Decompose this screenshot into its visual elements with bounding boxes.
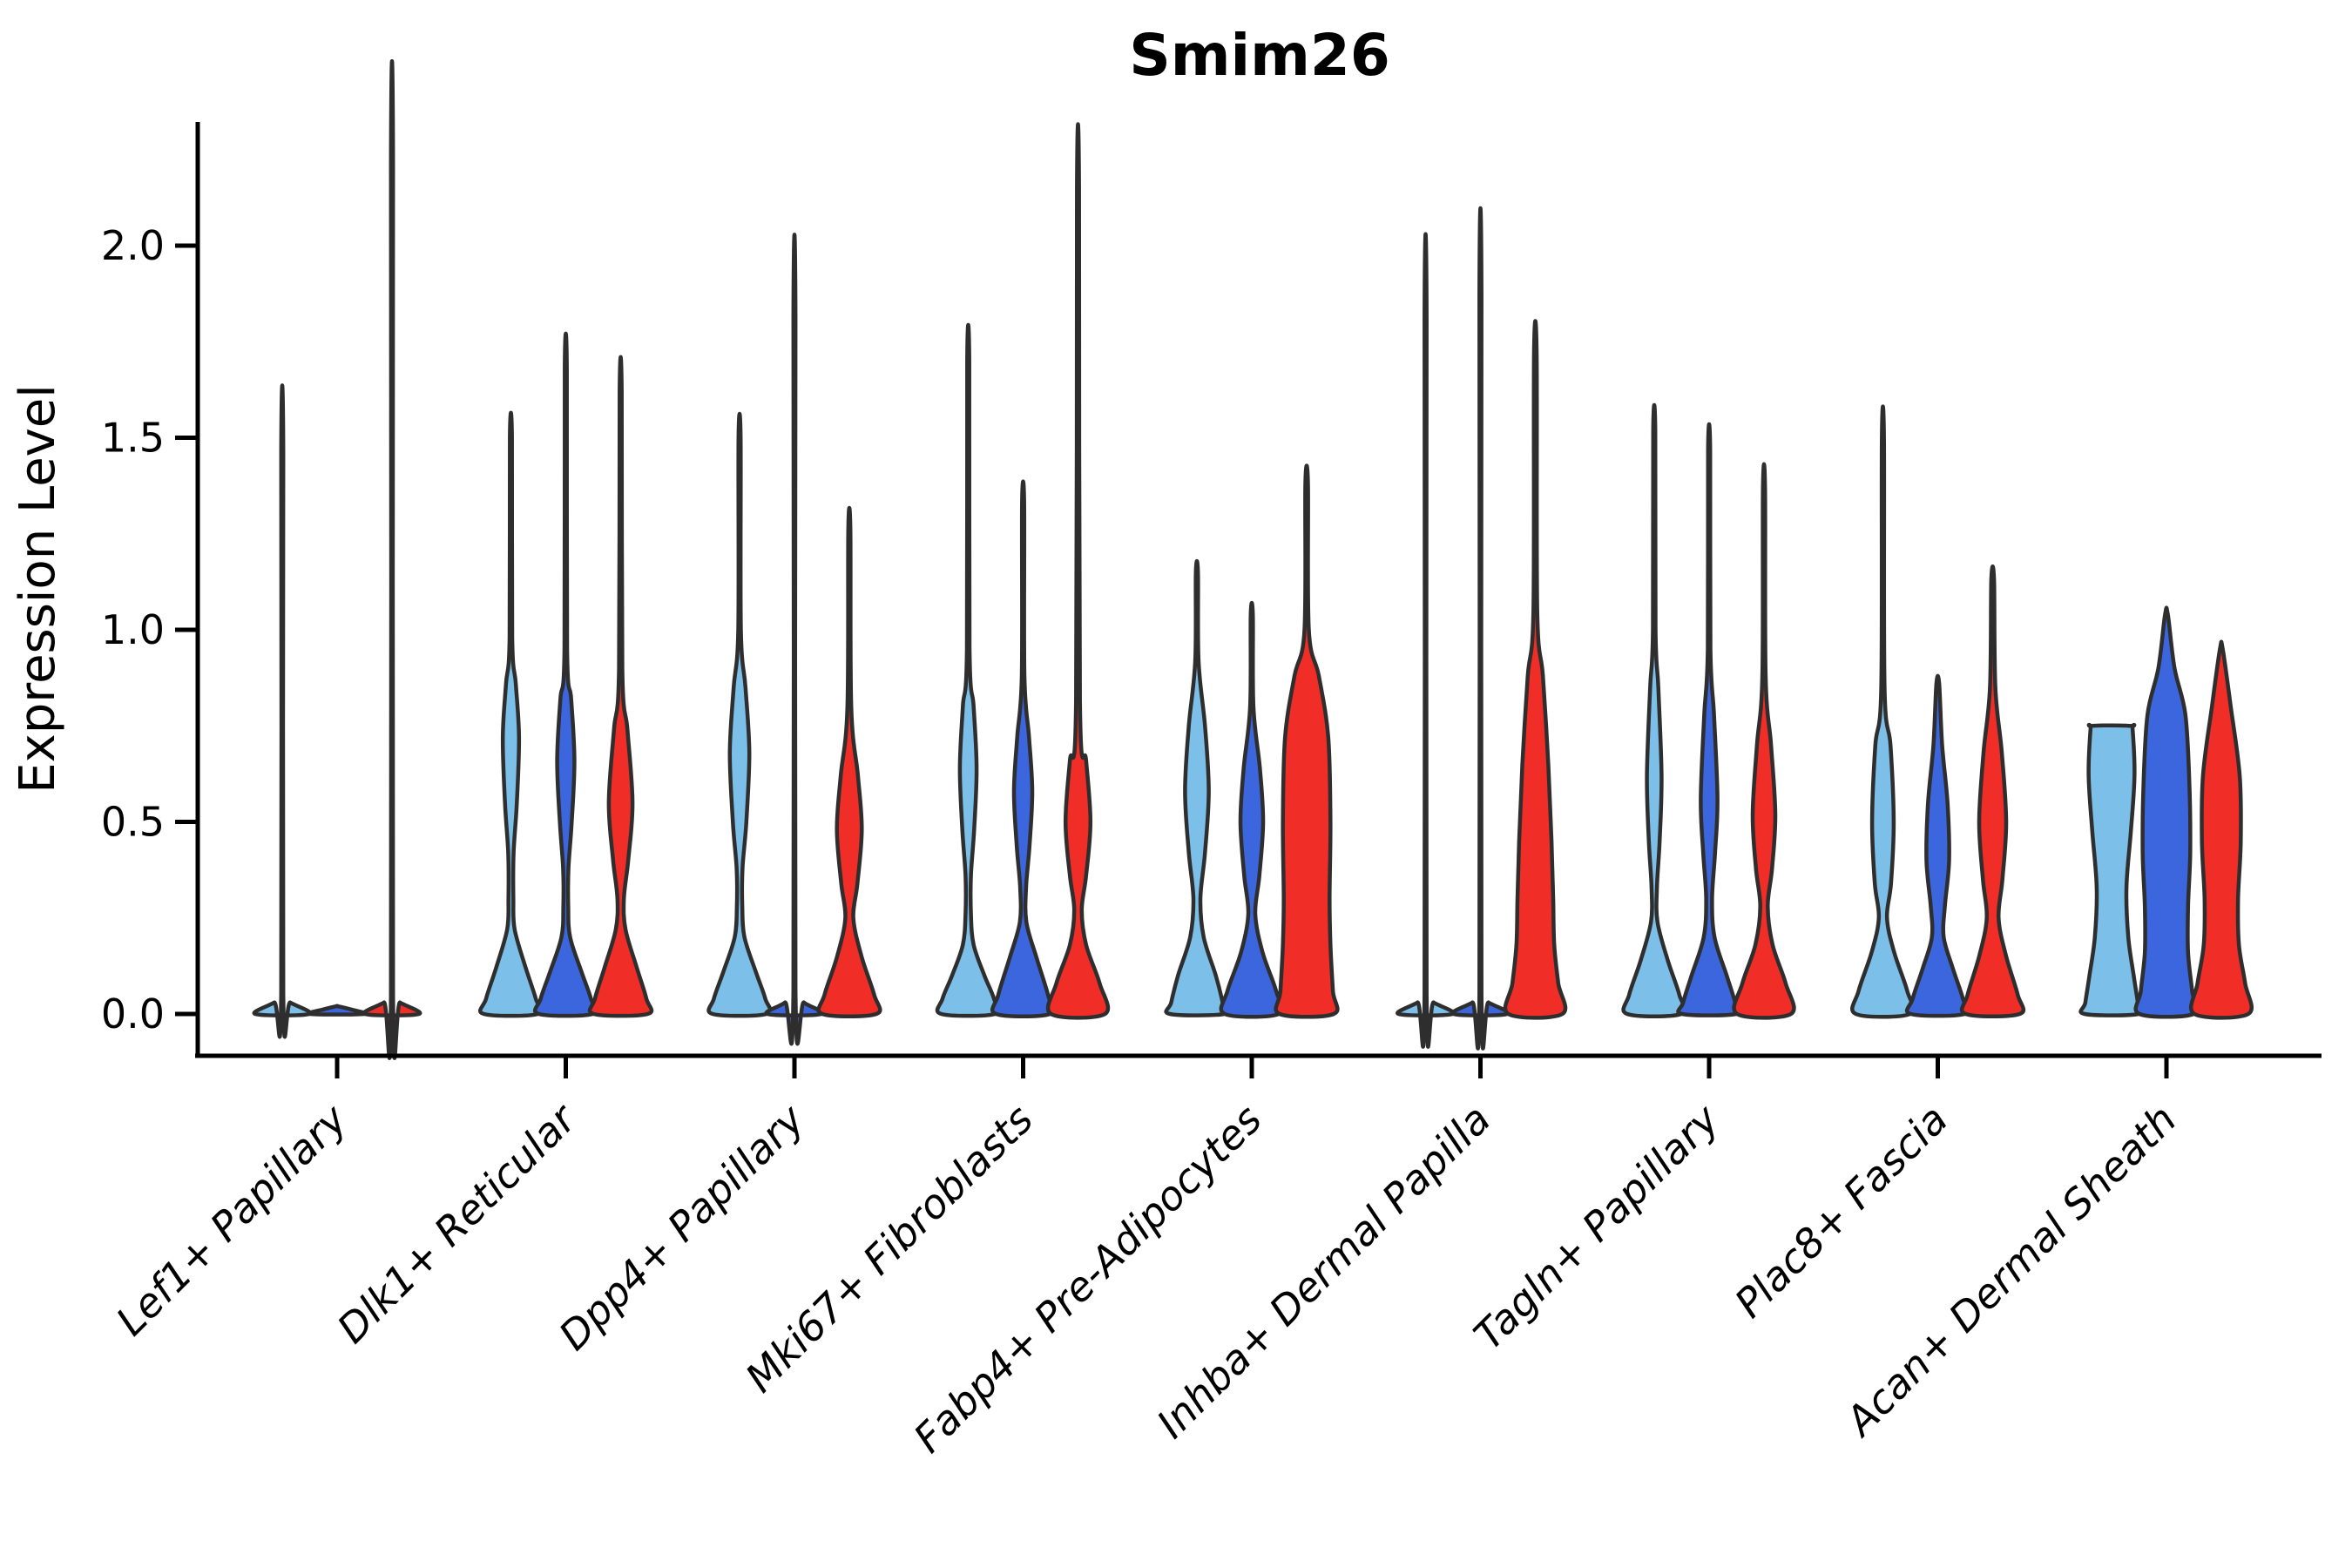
y-tick-label: 2.0 — [101, 222, 165, 269]
x-tick-label: Plac8+ Fascia — [1726, 1096, 1957, 1327]
violin — [1732, 462, 1796, 1020]
violin — [935, 323, 1002, 1018]
violin — [252, 383, 313, 1039]
y-tick-label: 0.5 — [101, 799, 165, 846]
violin — [1621, 403, 1687, 1019]
x-tick-label: Lef1+ Papillary — [107, 1095, 356, 1344]
y-axis-label: Expression Level — [10, 384, 66, 794]
y-ticks-layer: 0.0 0.5 1.0 1.5 2.0 — [101, 222, 198, 1037]
x-tick-label: Dlk1+ Reticular — [328, 1093, 587, 1352]
y-tick-label: 0.0 — [101, 990, 165, 1037]
violin — [478, 410, 544, 1018]
violins-layer — [252, 59, 2254, 1060]
x-tick-label: Dpp4+ Papillary — [550, 1095, 814, 1359]
violin — [587, 355, 654, 1018]
violin — [1396, 232, 1456, 1049]
violin — [1450, 206, 1511, 1051]
violin — [532, 331, 599, 1018]
violin — [1045, 122, 1111, 1020]
violin — [2078, 722, 2145, 1017]
x-tick-label: Tagln+ Papillary — [1464, 1095, 1728, 1359]
violin — [764, 233, 825, 1046]
violin — [1959, 564, 2026, 1019]
chart-title: Smim26 — [1129, 22, 1390, 89]
violin — [2188, 639, 2254, 1020]
violin — [1274, 463, 1340, 1019]
y-tick-label: 1.0 — [101, 606, 165, 653]
violin — [1219, 600, 1285, 1019]
violin — [1850, 404, 1916, 1019]
violin — [990, 479, 1057, 1019]
violin — [307, 1004, 368, 1017]
violin — [1164, 558, 1230, 1017]
violin — [1904, 673, 1971, 1018]
violin — [362, 59, 422, 1060]
violin — [1503, 319, 1568, 1020]
y-tick-label: 1.5 — [101, 415, 165, 462]
violin — [1676, 422, 1742, 1017]
violin — [706, 412, 773, 1018]
violin — [2133, 605, 2200, 1019]
violin — [816, 506, 882, 1019]
